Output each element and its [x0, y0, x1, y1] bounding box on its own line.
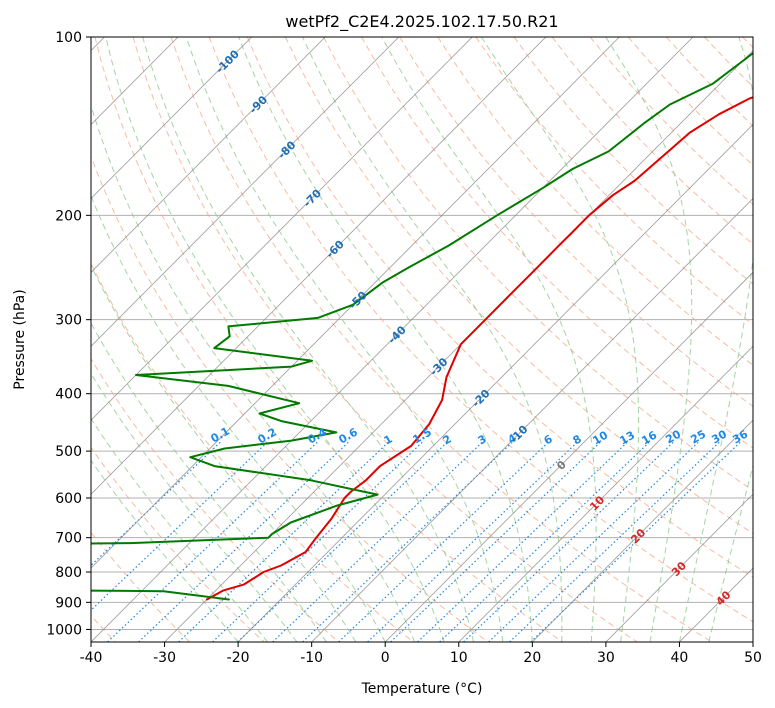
- mixing-ratio-line: [488, 440, 701, 642]
- mixing-ratio-line: [91, 440, 270, 611]
- mixing-ratio-line: [237, 440, 450, 642]
- dry-adiabat-line: [246, 37, 753, 578]
- dry-adiabat-line: [132, 37, 638, 642]
- isotherm-line: [311, 197, 753, 642]
- x-tick-label: 10: [450, 650, 468, 666]
- moist-adiabat-line: [185, 37, 504, 642]
- isotherm-line: [91, 37, 620, 569]
- x-tick-label: -30: [153, 650, 176, 666]
- chart-title: wetPf2_C2E4.2025.102.17.50.R21: [285, 12, 558, 32]
- dry-adiabat-line: [91, 446, 265, 642]
- moist-adiabat-line: [91, 459, 239, 642]
- isotherm-line: [458, 345, 753, 642]
- y-tick-label: 500: [55, 444, 82, 460]
- x-tick-label: -20: [227, 650, 250, 666]
- dry-adiabat-line: [323, 37, 753, 492]
- mixing-ratio-line: [390, 440, 603, 642]
- mixing-ratio-line: [212, 440, 425, 642]
- x-tick-label: 0: [381, 650, 390, 666]
- moist-adiabat-line: [91, 417, 268, 642]
- x-tick-label: 40: [671, 650, 689, 666]
- moist-adiabat-line: [708, 463, 753, 642]
- y-tick-label: 600: [55, 491, 82, 507]
- temperature-profile-line: [205, 96, 753, 601]
- y-tick-label: 400: [55, 387, 82, 403]
- isotherm-line: [91, 37, 547, 495]
- moist-adiabat-line: [105, 37, 445, 642]
- dry-adiabat-line: [94, 37, 563, 642]
- mixing-ratio-line: [178, 440, 391, 642]
- mixing-ratio-line: [367, 440, 580, 642]
- mixing-ratio-line: [302, 440, 515, 642]
- mixing-ratio-line: [463, 440, 676, 642]
- moist-adiabat-line: [91, 322, 327, 642]
- y-axis-ticks: 100 200 300 400 500 600 700 800 900 1000: [46, 30, 91, 638]
- mixing-ratio-line: [338, 440, 551, 642]
- mixing-ratio-line: [417, 440, 630, 642]
- isotherm-line: [532, 419, 753, 642]
- y-tick-label: 800: [55, 565, 82, 581]
- moist-adiabat-line: [91, 372, 298, 642]
- plot-area: 0.1 0.2 0.4 0.6 1 1.5 2 3 4 6 8 10 13 16 20 25 30 36-100-…: [91, 37, 753, 642]
- mixing-ratio-line: [509, 440, 722, 642]
- isotherm-line: [605, 493, 753, 642]
- dry-adiabat-line: [437, 37, 753, 366]
- y-tick-label: 200: [55, 208, 82, 224]
- y-tick-label: 900: [55, 595, 82, 611]
- x-axis-ticks: -40 -30 -20 -10 0 10 20 30 40 50: [80, 642, 762, 666]
- moist-adiabat-line: [381, 37, 597, 642]
- isotherm-line: [91, 37, 252, 200]
- dewpoint-profile-line: [91, 51, 753, 601]
- mixing-ratio-line: [439, 440, 652, 642]
- dry-adiabat-line: [513, 37, 753, 285]
- pressure-gridlines: [91, 37, 753, 630]
- dry-adiabat-line: [475, 37, 753, 326]
- mixing-ratio-line: [272, 440, 485, 642]
- moist-adiabat-line: [91, 264, 357, 642]
- x-axis-label: Temperature (°C): [361, 681, 483, 697]
- dry-adiabat-line: [91, 155, 489, 642]
- isotherm-line: [91, 37, 326, 273]
- isotherm-line: [91, 37, 400, 347]
- y-tick-label: 1000: [46, 622, 82, 638]
- moist-adiabat-line: [302, 37, 563, 642]
- mixing-ratio-line: [107, 440, 320, 642]
- profile-series: [91, 51, 753, 601]
- x-tick-label: -10: [300, 650, 323, 666]
- x-tick-label: 20: [523, 650, 541, 666]
- dry-adiabat-line: [170, 37, 713, 642]
- x-tick-label: 30: [597, 650, 615, 666]
- isotherm-line: [237, 123, 753, 642]
- moist-adiabat-line: [481, 37, 640, 642]
- x-tick-label: 50: [744, 650, 762, 666]
- moist-adiabats: [91, 37, 753, 642]
- y-tick-label: 100: [55, 30, 82, 46]
- x-tick-label: -40: [80, 650, 103, 666]
- plot-frame: [90, 36, 754, 643]
- dry-adiabat-line: [208, 37, 753, 623]
- isotherm-line: [384, 271, 753, 642]
- moist-adiabat-line: [91, 194, 386, 642]
- y-tick-label: 300: [55, 313, 82, 329]
- mixing-ratio-line: [138, 440, 351, 642]
- moist-adiabat-line: [605, 37, 693, 642]
- dry-adiabat-line: [91, 357, 340, 642]
- y-tick-label: 700: [55, 531, 82, 547]
- y-axis-label: Pressure (hPa): [12, 289, 28, 389]
- moist-adiabat-line: [678, 37, 753, 642]
- isotherm-line: [91, 37, 473, 421]
- dry-adiabats: [91, 37, 753, 642]
- plot-area-background: [91, 37, 753, 642]
- moist-adiabat-line: [238, 37, 533, 642]
